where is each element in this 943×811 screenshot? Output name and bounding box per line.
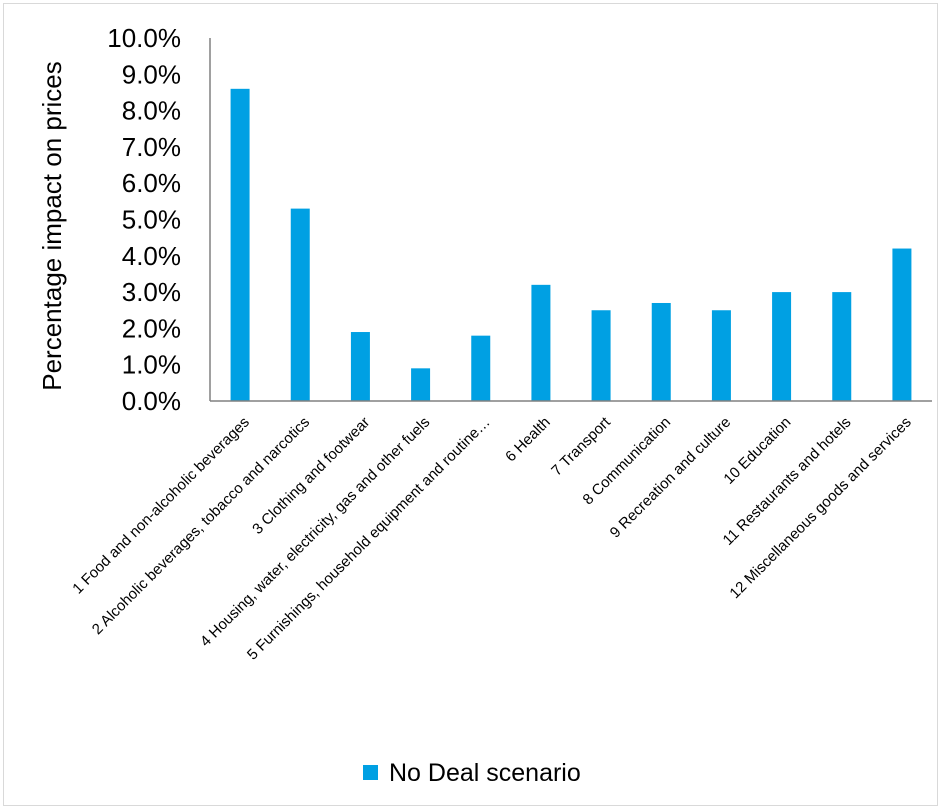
bar — [651, 302, 671, 401]
bar — [350, 332, 370, 401]
y-tick-label: 2.0% — [122, 313, 181, 343]
category-label: 3 Clothing and footwear — [249, 414, 373, 538]
legend-label: No Deal scenario — [389, 759, 581, 787]
y-tick-label: 10.0% — [107, 23, 181, 53]
bar — [711, 310, 731, 401]
legend: No Deal scenario — [363, 759, 581, 787]
bars — [230, 88, 912, 401]
bar — [772, 292, 792, 401]
y-tick-labels: 0.0% 1.0% 2.0% 3.0% 4.0% 5.0% 6.0% 7.0% 8.0% 9.0%… — [107, 23, 181, 416]
y-tick-label: 7.0% — [122, 132, 181, 162]
bar — [471, 335, 491, 401]
category-label: 6 Health — [502, 414, 554, 466]
y-tick-label: 5.0% — [122, 205, 181, 235]
category-label: 2 Alcoholic beverages, tobacco and narco… — [89, 414, 313, 638]
bar — [832, 292, 852, 401]
bar-chart: 0.0% 1.0% 2.0% 3.0% 4.0% 5.0% 6.0% 7.0% 8.0% 9.0%… — [37, 23, 932, 787]
y-tick-label: 0.0% — [122, 386, 181, 416]
y-tick-label: 9.0% — [122, 59, 181, 89]
y-tick-label: 6.0% — [122, 168, 181, 198]
bar — [892, 248, 912, 401]
legend-swatch — [363, 765, 378, 780]
y-tick-label: 3.0% — [122, 277, 181, 307]
y-axis-title: Percentage impact on prices — [37, 61, 67, 391]
category-label: 7 Transport — [548, 413, 614, 479]
y-tick-label: 1.0% — [122, 350, 181, 380]
chart-frame: 0.0% 1.0% 2.0% 3.0% 4.0% 5.0% 6.0% 7.0% 8.0% 9.0%… — [3, 3, 938, 806]
y-tick-label: 4.0% — [122, 241, 181, 271]
category-label: 4 Housing, water, electricity, gas and o… — [197, 414, 433, 650]
bar — [591, 310, 611, 401]
bar — [531, 284, 551, 401]
y-tick-label: 8.0% — [122, 96, 181, 126]
bar — [290, 208, 310, 401]
bar — [411, 368, 431, 401]
category-label: 9 Recreation and culture — [607, 414, 735, 542]
bar — [230, 88, 250, 401]
